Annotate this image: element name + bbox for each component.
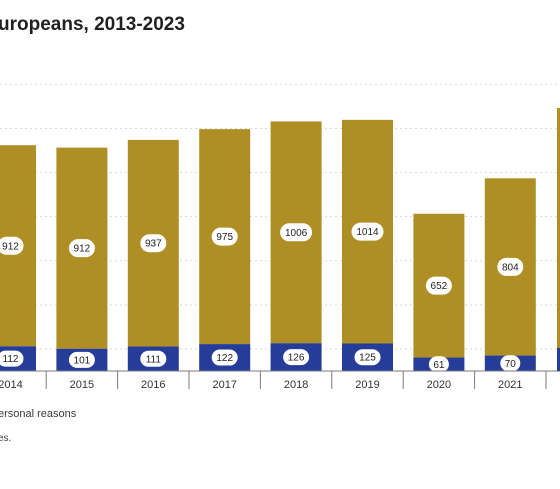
x-axis-ticks: 2014 2015 2016 2017 2018 2019 2020 2021 xyxy=(0,371,547,391)
legend-label-personal-reasons: ersonal reasons xyxy=(0,408,77,420)
data-label-bg xyxy=(428,356,449,373)
data-label: 70 xyxy=(505,359,517,370)
data-labels: 912 112 912 101 937 111 975 122 1006 126 1014 125 65… xyxy=(0,222,524,373)
data-label-bg xyxy=(497,257,524,276)
data-label: 112 xyxy=(3,354,19,365)
data-label-bg xyxy=(425,276,452,295)
data-label-bg xyxy=(211,349,238,366)
data-label-bg xyxy=(211,227,238,246)
data-label: 652 xyxy=(431,281,448,292)
data-label: 61 xyxy=(433,360,445,371)
data-label: 804 xyxy=(502,262,519,273)
data-label: 937 xyxy=(145,239,162,250)
tick-label: 2021 xyxy=(498,379,522,391)
tick-label: 2017 xyxy=(212,379,236,391)
tick-label: 2018 xyxy=(284,379,308,391)
data-label: 125 xyxy=(359,353,376,364)
data-label-bg xyxy=(280,223,313,242)
chart-title: uropeans, 2013-2023 xyxy=(0,14,185,35)
data-label: 1014 xyxy=(356,227,379,238)
data-label: 912 xyxy=(74,244,91,255)
data-label-bg xyxy=(283,349,310,366)
bar-segment-top xyxy=(557,108,560,348)
data-label: 111 xyxy=(146,354,162,365)
data-label: 975 xyxy=(216,232,233,243)
data-label: 126 xyxy=(288,353,305,364)
data-label-bg xyxy=(68,351,95,368)
data-label: 122 xyxy=(216,353,233,364)
data-label-bg xyxy=(0,236,24,255)
data-label-bg xyxy=(68,239,95,258)
source-note: es. xyxy=(0,433,12,444)
data-label: 912 xyxy=(2,241,19,252)
tick-label: 2019 xyxy=(355,379,379,391)
tick-label: 2015 xyxy=(70,379,94,391)
data-label: 1006 xyxy=(285,228,308,239)
tick-label: 2020 xyxy=(427,379,451,391)
data-label: 101 xyxy=(74,355,91,366)
data-label-bg xyxy=(500,355,521,372)
bar-segment-bottom xyxy=(557,348,560,371)
data-label-bg xyxy=(351,222,384,241)
data-label-bg xyxy=(140,234,167,253)
data-label-bg xyxy=(140,350,167,367)
tick-label: 2016 xyxy=(141,379,165,391)
data-label-bg xyxy=(0,350,24,367)
clipped-bars xyxy=(557,108,560,371)
tick-label: 2014 xyxy=(0,379,23,391)
data-label-bg xyxy=(354,349,381,366)
